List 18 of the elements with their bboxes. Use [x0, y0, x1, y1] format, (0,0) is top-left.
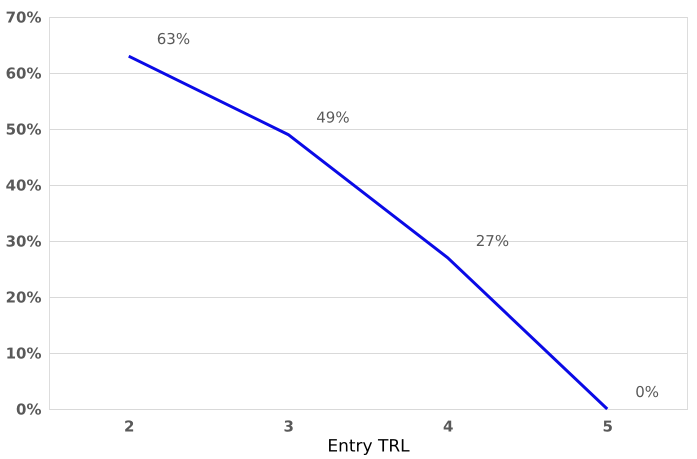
line-series [127, 54, 609, 410]
y-tick-label: 20% [6, 288, 42, 306]
data-label: 27% [476, 232, 510, 250]
y-tick-label: 0% [16, 400, 42, 418]
data-label: 49% [316, 108, 350, 127]
y-tick-label: 30% [6, 232, 42, 250]
x-axis-title: Entry TRL [327, 436, 410, 456]
data-label: 0% [635, 383, 660, 401]
y-tick-label: 10% [6, 344, 42, 362]
y-tick-label: 40% [6, 176, 42, 194]
y-tick-label: 70% [6, 8, 42, 26]
x-tick-label: 5 [602, 418, 613, 436]
y-tick-label: 50% [6, 120, 42, 138]
x-tick-label: 2 [124, 418, 134, 436]
x-tick-label: 4 [443, 418, 454, 436]
x-tick-label: 3 [284, 418, 294, 436]
data-label: 63% [156, 30, 190, 48]
y-tick-label: 60% [6, 64, 42, 82]
